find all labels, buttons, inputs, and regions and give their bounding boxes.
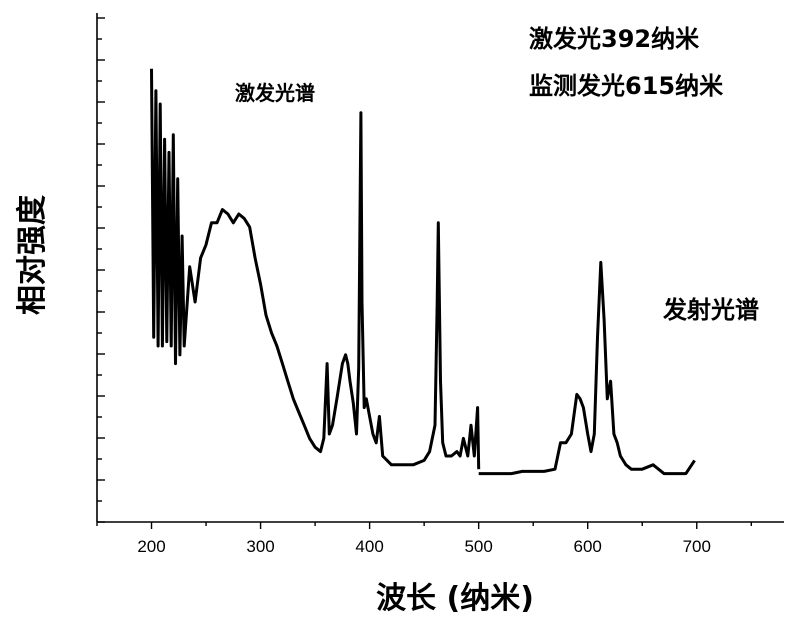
x-tick-label: 400 bbox=[355, 537, 383, 556]
x-tick-label: 300 bbox=[246, 537, 274, 556]
x-axis-title: 波长 (纳米) bbox=[376, 581, 534, 616]
x-tick-label: 700 bbox=[683, 537, 711, 556]
emission-label: 发射光谱 bbox=[662, 296, 759, 324]
info-line-2: 监测发光615纳米 bbox=[529, 72, 723, 100]
info-line-1: 激发光392纳米 bbox=[529, 25, 699, 53]
x-ticks: 200 300 400 500 600 700 bbox=[96, 522, 752, 556]
series-layer bbox=[150, 68, 696, 476]
series-line-emission bbox=[478, 260, 696, 476]
excitation-label: 激发光谱 bbox=[235, 81, 315, 105]
x-tick-label: 600 bbox=[574, 537, 602, 556]
x-tick-label: 200 bbox=[137, 537, 165, 556]
series-line-excitation bbox=[150, 68, 481, 470]
axes bbox=[96, 13, 784, 523]
y-axis-title: 相对强度 bbox=[15, 195, 50, 315]
x-tick-label: 500 bbox=[464, 537, 492, 556]
y-ticks bbox=[97, 17, 105, 523]
